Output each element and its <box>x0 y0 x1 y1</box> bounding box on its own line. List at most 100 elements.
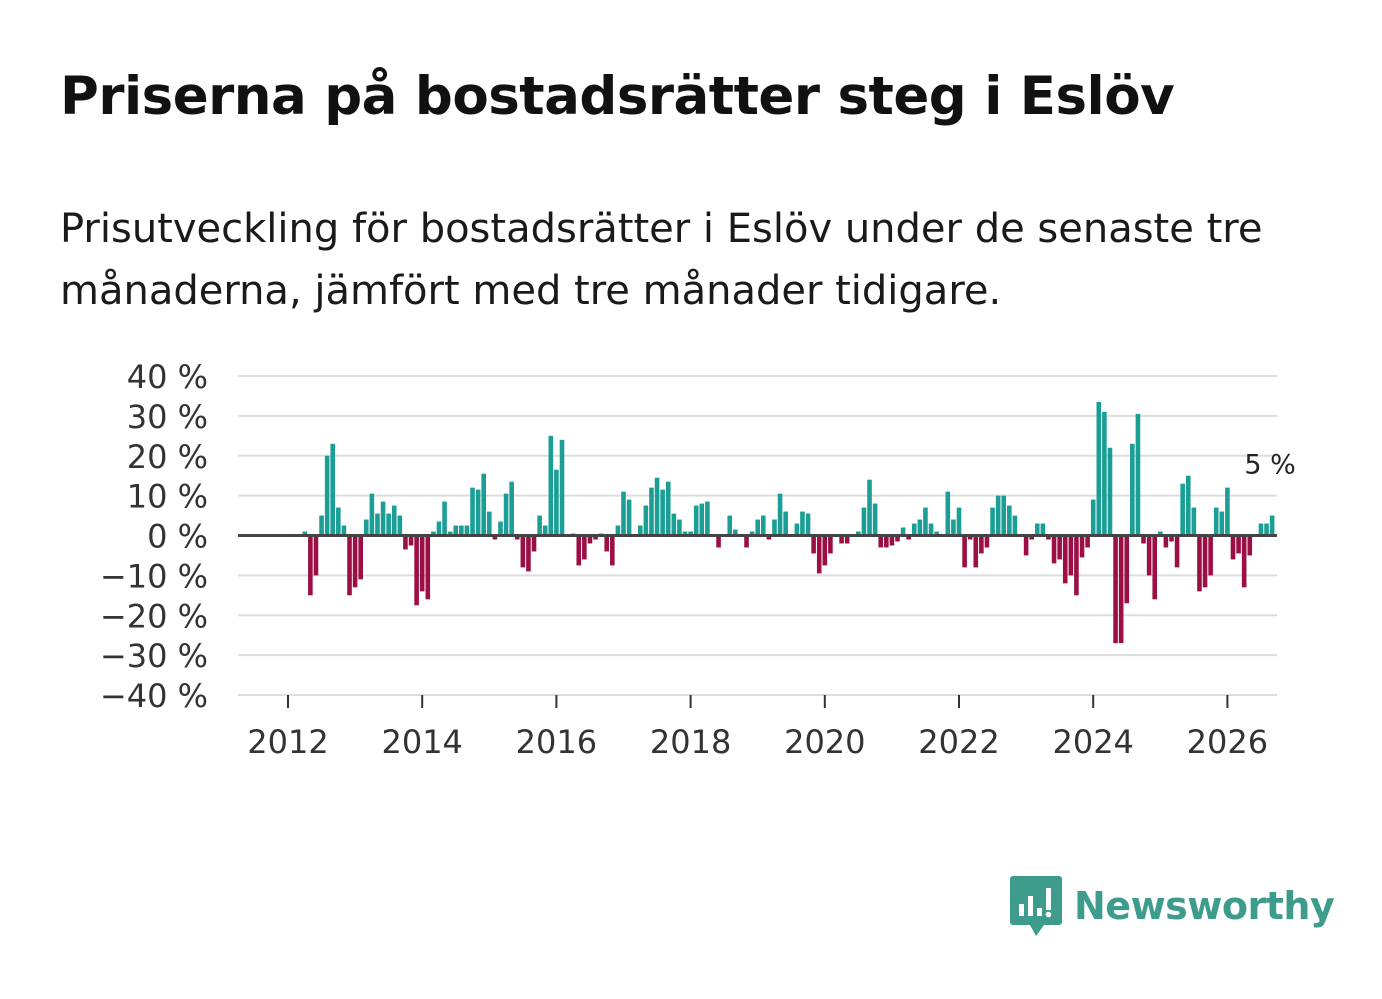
bar <box>526 535 531 572</box>
bar <box>783 511 788 536</box>
bar <box>1034 523 1040 536</box>
bar <box>984 535 990 548</box>
bar <box>1051 535 1057 564</box>
bar <box>481 473 487 536</box>
bar <box>397 515 403 536</box>
bar <box>1191 507 1197 536</box>
x-tick-label: 2014 <box>381 723 462 761</box>
y-tick-label: 30 % <box>127 398 208 436</box>
bar <box>733 529 738 536</box>
bar <box>341 525 347 536</box>
bar <box>1124 535 1130 604</box>
bar <box>1079 535 1085 558</box>
x-tick-label: 2018 <box>650 723 731 761</box>
y-tick-label: −40 % <box>100 677 208 715</box>
bar <box>995 495 1001 536</box>
bar <box>1180 483 1185 536</box>
bar <box>1225 487 1230 536</box>
x-axis: 2012 2014 2016 2018 2020 2022 2024 2026 <box>247 695 1268 761</box>
bar <box>917 519 923 536</box>
bar <box>1040 523 1046 536</box>
y-tick-label: 10 % <box>127 478 208 516</box>
bar <box>911 523 917 536</box>
bar <box>1068 535 1074 576</box>
bars <box>302 401 1275 644</box>
bar <box>861 507 867 536</box>
bar <box>576 535 582 566</box>
bar <box>1258 523 1264 536</box>
bar <box>755 519 760 536</box>
bar <box>805 513 811 536</box>
bar <box>1130 443 1135 536</box>
bar <box>816 535 822 574</box>
bar <box>554 469 559 536</box>
x-tick-label: 2012 <box>247 723 328 761</box>
bar <box>839 535 844 544</box>
bar <box>1208 535 1213 576</box>
bar <box>1029 535 1034 540</box>
bar <box>487 511 492 536</box>
bar <box>1085 535 1090 548</box>
bar <box>693 505 699 536</box>
bar <box>369 493 375 536</box>
bar <box>1264 523 1269 536</box>
bar <box>705 501 710 536</box>
bar <box>615 525 621 536</box>
brand-name: Newsworthy <box>1074 884 1335 928</box>
bar <box>1174 535 1180 568</box>
bar <box>649 487 654 536</box>
bar <box>895 535 900 542</box>
bar <box>962 535 967 568</box>
bar <box>453 525 459 536</box>
bar <box>414 535 419 606</box>
bar <box>979 535 984 554</box>
bar <box>621 491 626 536</box>
y-tick-label: 0 % <box>147 518 208 556</box>
bar <box>1158 531 1163 536</box>
bar <box>503 493 509 536</box>
bar <box>408 535 414 546</box>
annotation: 5 % <box>1244 450 1295 481</box>
bar <box>906 535 911 540</box>
bar <box>800 511 805 536</box>
bar <box>419 535 425 592</box>
bar <box>498 521 503 536</box>
bar <box>671 513 677 536</box>
bar <box>442 501 447 536</box>
bar <box>319 515 324 536</box>
bar <box>794 523 800 536</box>
bar <box>1185 475 1191 536</box>
bar <box>811 535 816 554</box>
bar <box>1241 535 1247 588</box>
bar <box>1001 495 1007 536</box>
bar <box>475 489 481 536</box>
bar <box>610 535 615 566</box>
bar <box>878 535 884 548</box>
bar <box>308 535 313 596</box>
bar <box>1107 447 1113 536</box>
bar <box>470 487 475 536</box>
bar <box>844 535 850 544</box>
bar <box>1169 535 1174 542</box>
x-tick-label: 2016 <box>516 723 597 761</box>
bar <box>777 493 783 536</box>
bar <box>375 513 380 536</box>
bar <box>1236 535 1241 554</box>
bar <box>531 535 537 552</box>
bar <box>1152 535 1158 600</box>
latest-value-label: 5 % <box>1244 450 1295 481</box>
x-tick-label: 2024 <box>1052 723 1133 761</box>
bar <box>884 535 889 548</box>
bar <box>1023 535 1029 556</box>
bar <box>464 525 470 536</box>
bar <box>459 525 464 536</box>
bar <box>542 525 548 536</box>
bar <box>1096 401 1102 536</box>
bar <box>1062 535 1068 584</box>
bar <box>1146 535 1152 576</box>
bar <box>744 535 749 548</box>
bar <box>1213 507 1219 536</box>
bar <box>313 535 319 576</box>
bar <box>431 531 436 536</box>
